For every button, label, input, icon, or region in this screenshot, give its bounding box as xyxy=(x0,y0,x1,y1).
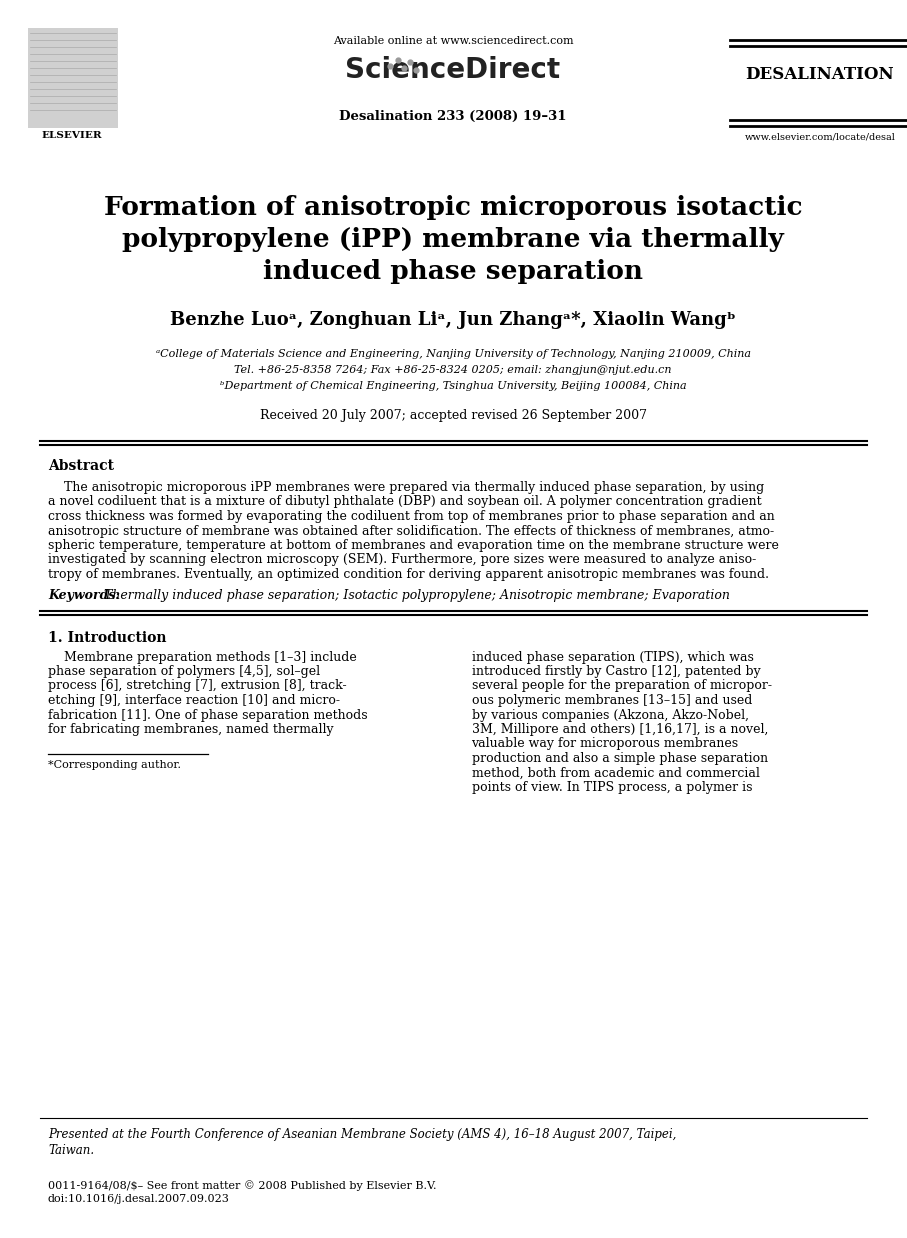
Text: Membrane preparation methods [1–3] include: Membrane preparation methods [1–3] inclu… xyxy=(48,650,356,664)
Text: fabrication [11]. One of phase separation methods: fabrication [11]. One of phase separatio… xyxy=(48,708,367,722)
Text: a novel codiluent that is a mixture of dibutyl phthalate (DBP) and soybean oil. : a novel codiluent that is a mixture of d… xyxy=(48,495,762,509)
Text: Abstract: Abstract xyxy=(48,459,114,473)
Text: Benzhe Luoᵃ, Zonghuan Liᵃ, Jun Zhangᵃ*, Xiaolin Wangᵇ: Benzhe Luoᵃ, Zonghuan Liᵃ, Jun Zhangᵃ*, … xyxy=(171,311,736,329)
Text: introduced firstly by Castro [12], patented by: introduced firstly by Castro [12], paten… xyxy=(472,665,760,678)
Text: etching [9], interface reaction [10] and micro-: etching [9], interface reaction [10] and… xyxy=(48,695,340,707)
Text: The anisotropic microporous iPP membranes were prepared via thermally induced ph: The anisotropic microporous iPP membrane… xyxy=(48,482,765,494)
Text: Keywords:: Keywords: xyxy=(48,588,120,602)
Text: tropy of membranes. Eventually, an optimized condition for deriving apparent ani: tropy of membranes. Eventually, an optim… xyxy=(48,568,769,581)
Text: ScienceDirect: ScienceDirect xyxy=(346,56,561,84)
Text: www.elsevier.com/locate/desal: www.elsevier.com/locate/desal xyxy=(745,132,895,141)
Text: points of view. In TIPS process, a polymer is: points of view. In TIPS process, a polym… xyxy=(472,781,752,794)
Text: by various companies (Akzona, Akzo-Nobel,: by various companies (Akzona, Akzo-Nobel… xyxy=(472,708,748,722)
Text: 1. Introduction: 1. Introduction xyxy=(48,630,167,645)
Text: Available online at www.sciencedirect.com: Available online at www.sciencedirect.co… xyxy=(333,36,573,46)
Text: ᵇDepartment of Chemical Engineering, Tsinghua University, Beijing 100084, China: ᵇDepartment of Chemical Engineering, Tsi… xyxy=(219,381,687,391)
Text: induced phase separation: induced phase separation xyxy=(263,259,643,284)
Text: process [6], stretching [7], extrusion [8], track-: process [6], stretching [7], extrusion [… xyxy=(48,680,346,692)
Text: valuable way for microporous membranes: valuable way for microporous membranes xyxy=(472,738,738,750)
Text: Received 20 July 2007; accepted revised 26 September 2007: Received 20 July 2007; accepted revised … xyxy=(259,409,647,422)
Text: ELSEVIER: ELSEVIER xyxy=(42,131,102,140)
Text: method, both from academic and commercial: method, both from academic and commercia… xyxy=(472,766,759,780)
Text: spheric temperature, temperature at bottom of membranes and evaporation time on : spheric temperature, temperature at bott… xyxy=(48,539,779,552)
Text: for fabricating membranes, named thermally: for fabricating membranes, named thermal… xyxy=(48,723,334,737)
Text: several people for the preparation of micropor-: several people for the preparation of mi… xyxy=(472,680,772,692)
Text: production and also a simple phase separation: production and also a simple phase separ… xyxy=(472,751,767,765)
Text: Tel. +86-25-8358 7264; Fax +86-25-8324 0205; email: zhangjun@njut.edu.cn: Tel. +86-25-8358 7264; Fax +86-25-8324 0… xyxy=(234,365,672,375)
Text: *Corresponding author.: *Corresponding author. xyxy=(48,759,181,770)
Text: polypropylene (iPP) membrane via thermally: polypropylene (iPP) membrane via thermal… xyxy=(122,227,784,253)
Text: 3M, Millipore and others) [1,16,17], is a novel,: 3M, Millipore and others) [1,16,17], is … xyxy=(472,723,768,737)
Text: Formation of anisotropic microporous isotactic: Formation of anisotropic microporous iso… xyxy=(103,196,803,220)
Text: DESALINATION: DESALINATION xyxy=(746,66,894,83)
Text: Presented at the Fourth Conference of Aseanian Membrane Society (AMS 4), 16–18 A: Presented at the Fourth Conference of As… xyxy=(48,1128,677,1141)
Text: ᵃCollege of Materials Science and Engineering, Nanjing University of Technology,: ᵃCollege of Materials Science and Engine… xyxy=(155,349,750,359)
Text: cross thickness was formed by evaporating the codiluent from top of membranes pr: cross thickness was formed by evaporatin… xyxy=(48,510,775,522)
Text: Desalination 233 (2008) 19–31: Desalination 233 (2008) 19–31 xyxy=(339,110,567,123)
Text: phase separation of polymers [4,5], sol–gel: phase separation of polymers [4,5], sol–… xyxy=(48,665,320,678)
Text: Thermally induced phase separation; Isotactic polypropylene; Anisotropic membran: Thermally induced phase separation; Isot… xyxy=(100,588,730,602)
Text: investigated by scanning electron microscopy (SEM). Furthermore, pore sizes were: investigated by scanning electron micros… xyxy=(48,553,756,567)
Text: anisotropic structure of membrane was obtained after solidification. The effects: anisotropic structure of membrane was ob… xyxy=(48,525,775,537)
Text: induced phase separation (TIPS), which was: induced phase separation (TIPS), which w… xyxy=(472,650,754,664)
Text: 0011-9164/08/$– See front matter © 2008 Published by Elsevier B.V.: 0011-9164/08/$– See front matter © 2008 … xyxy=(48,1180,436,1191)
Text: doi:10.1016/j.desal.2007.09.023: doi:10.1016/j.desal.2007.09.023 xyxy=(48,1193,229,1205)
Text: ous polymeric membranes [13–15] and used: ous polymeric membranes [13–15] and used xyxy=(472,695,752,707)
Bar xyxy=(28,28,118,128)
Text: Taiwan.: Taiwan. xyxy=(48,1144,94,1158)
